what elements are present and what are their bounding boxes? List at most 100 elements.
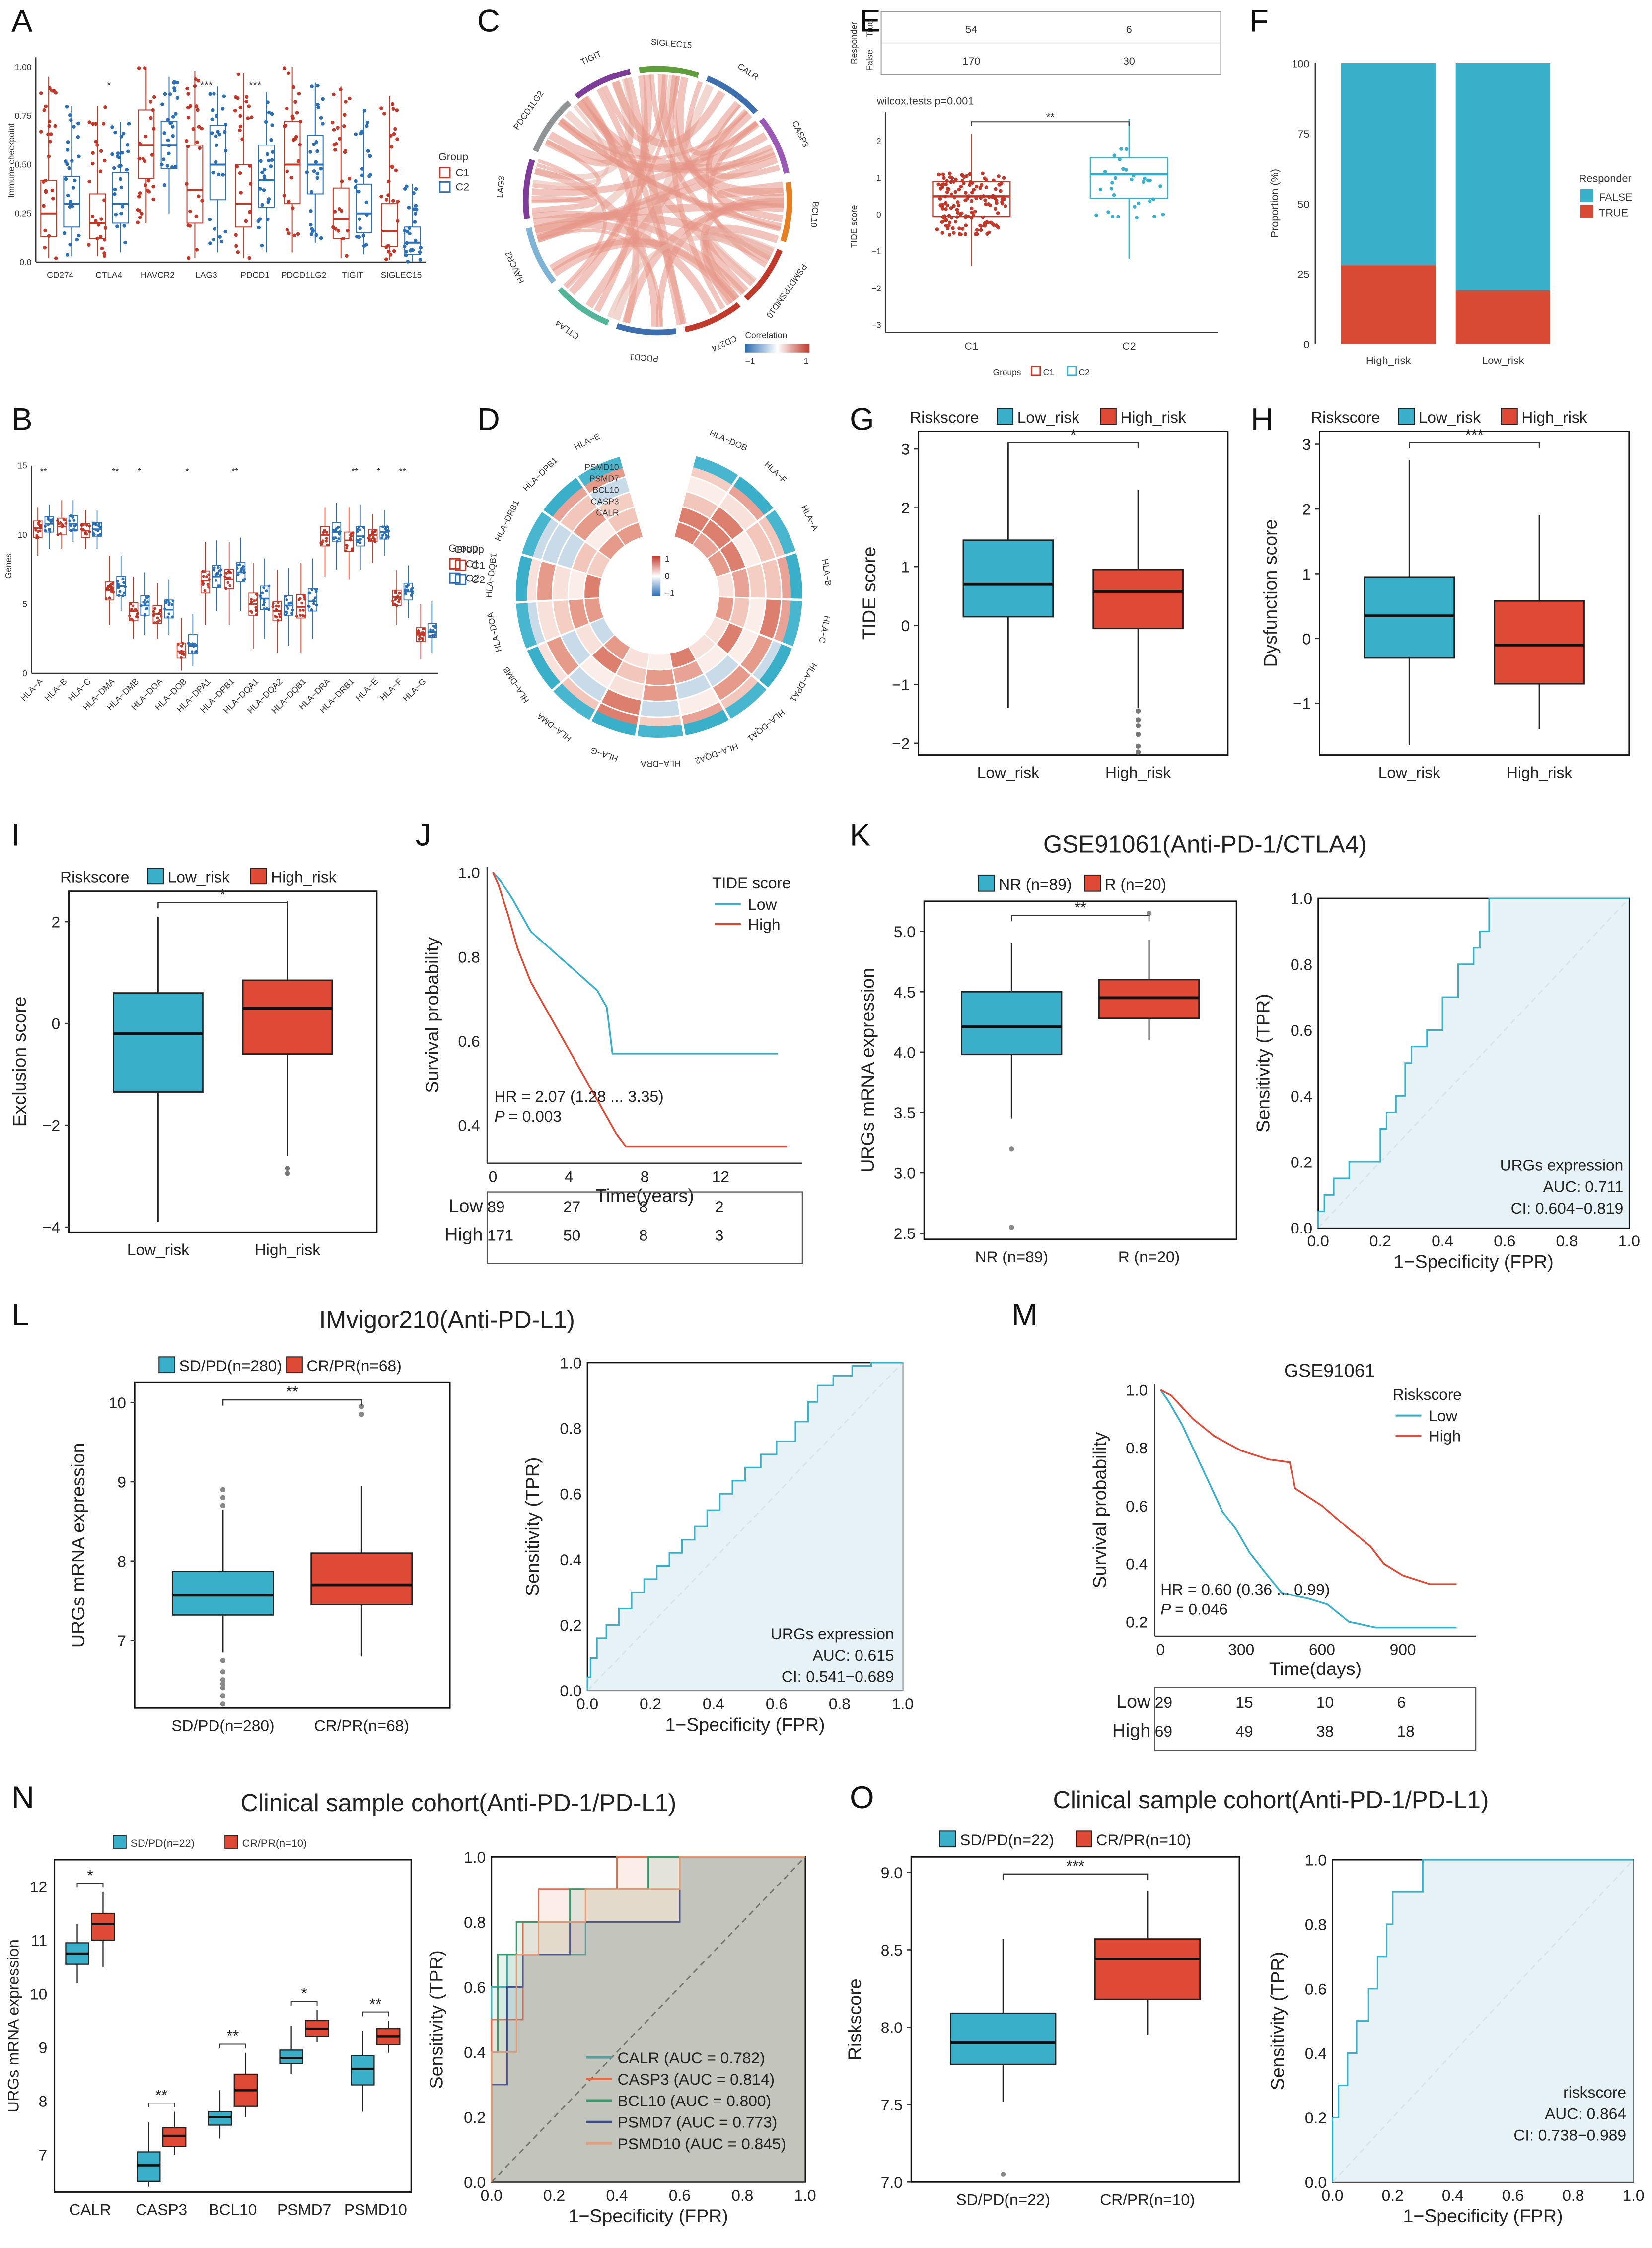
outlier-point (1135, 749, 1141, 755)
data-point (278, 612, 281, 616)
data-point (138, 191, 142, 195)
heatmap-cell (609, 675, 644, 699)
data-point (970, 206, 974, 211)
bar-Low_risk-FALSE (1455, 63, 1551, 291)
box-SD/PD(n=22)-box (950, 2012, 1057, 2065)
data-point (238, 563, 241, 567)
data-point (981, 171, 985, 175)
legend-label-C1: C1 (466, 558, 480, 570)
legend-swatch-CR/PR(n=10) (1076, 1830, 1092, 1848)
heatmap-cell (708, 550, 730, 577)
legend-swatch-High_risk (1501, 408, 1518, 425)
legend-title: TIDE score (712, 874, 791, 892)
y-tick-label: 3.0 (894, 1164, 916, 1182)
y-tick-label: 0 (22, 668, 27, 678)
significance-label: ** (231, 466, 238, 476)
box-HLA−DRB1-C1-box (344, 531, 354, 552)
heatmap-col-label: HLA−DQA2 (694, 741, 739, 766)
data-point (108, 596, 111, 600)
x-tick-label: PDCD1LG2 (281, 270, 326, 280)
data-point (360, 167, 364, 171)
data-point (159, 614, 163, 618)
box-CASP3-SD/PD-box (136, 2151, 161, 2182)
data-point (171, 134, 175, 138)
outlier-point (359, 1411, 364, 1417)
data-point (146, 188, 150, 193)
data-point (366, 149, 370, 153)
y-tick-label: 7.5 (881, 2096, 903, 2114)
data-point (120, 205, 125, 209)
data-point (90, 214, 95, 218)
data-point (309, 209, 313, 213)
heatmap-cell (679, 688, 718, 715)
colorbar-tick: −1 (745, 356, 755, 366)
data-point (250, 115, 254, 119)
data-point (140, 212, 144, 216)
heatmap-group-ring (759, 644, 792, 688)
data-point (152, 95, 156, 99)
km-title: GSE91061 (1284, 1360, 1375, 1381)
panel-label-M: M (1011, 1298, 1038, 1332)
data-point (267, 158, 271, 163)
data-point (379, 194, 383, 199)
x-tick-label: High_risk (1105, 764, 1171, 782)
data-point (267, 197, 271, 201)
data-point (404, 585, 408, 588)
data-point (121, 578, 125, 580)
risk-row-label: Low (449, 1195, 484, 1216)
data-point (285, 169, 289, 173)
data-point (944, 182, 948, 187)
legend-label-High: High (1429, 1427, 1461, 1445)
data-point (42, 108, 46, 112)
heatmap-cell (728, 629, 758, 663)
significance-label: * (138, 466, 141, 476)
heatmap-cell (705, 655, 739, 687)
heatmap-cell (673, 660, 703, 683)
heatmap-col-label: HLA−G (589, 745, 620, 764)
chord-link (701, 224, 779, 301)
data-point (986, 202, 991, 206)
outlier-point (1009, 1225, 1014, 1230)
data-point (957, 232, 962, 236)
box-CD274-C2-box (63, 176, 80, 228)
signif-bracket (1007, 442, 1139, 449)
y-tick-label: 0.8 (1126, 1439, 1148, 1457)
box-CALR-CR/PR-box (91, 1912, 115, 1941)
risk-row-label: High (1112, 1720, 1150, 1740)
colorbar-tick: 0 (665, 571, 670, 581)
heatmap-col-label: HLA−DRB1 (493, 498, 521, 543)
data-point (39, 91, 43, 95)
data-point (167, 151, 171, 156)
data-point (50, 89, 54, 93)
data-point (942, 176, 946, 180)
signif-bracket (148, 2103, 175, 2107)
box-High_risk-box (242, 979, 333, 1055)
heatmap-cell (733, 532, 760, 567)
heatmap-group-ring (765, 510, 796, 555)
data-point (144, 134, 148, 139)
data-point (336, 229, 341, 233)
data-point (48, 528, 51, 531)
data-point (131, 604, 135, 608)
y-axis-label: URGs mRNA expression (4, 1939, 22, 2112)
legend-label-SD/PD(n=280): SD/PD(n=280) (179, 1357, 282, 1375)
heatmap-cell (592, 646, 622, 674)
heatmap-cell (604, 635, 630, 660)
data-point (120, 150, 124, 155)
box-CASP3-CR/PR-box (162, 2127, 187, 2147)
data-point (952, 231, 956, 235)
data-point (384, 245, 388, 249)
data-point (393, 127, 397, 131)
x-axis-label: 1−Specificity (FPR) (1403, 2205, 1563, 2226)
data-point (218, 235, 222, 239)
data-point (365, 124, 369, 128)
box-PDCD1LG2-C1-box (284, 121, 301, 205)
data-point (312, 169, 316, 173)
x-tick-label: 0.0 (481, 2186, 503, 2204)
data-point (260, 170, 264, 175)
heatmap-cell (576, 624, 602, 654)
data-point (217, 132, 221, 137)
significance-label: *** (1465, 426, 1484, 443)
legend-swatch-C2 (1067, 366, 1077, 376)
data-point (87, 120, 91, 124)
